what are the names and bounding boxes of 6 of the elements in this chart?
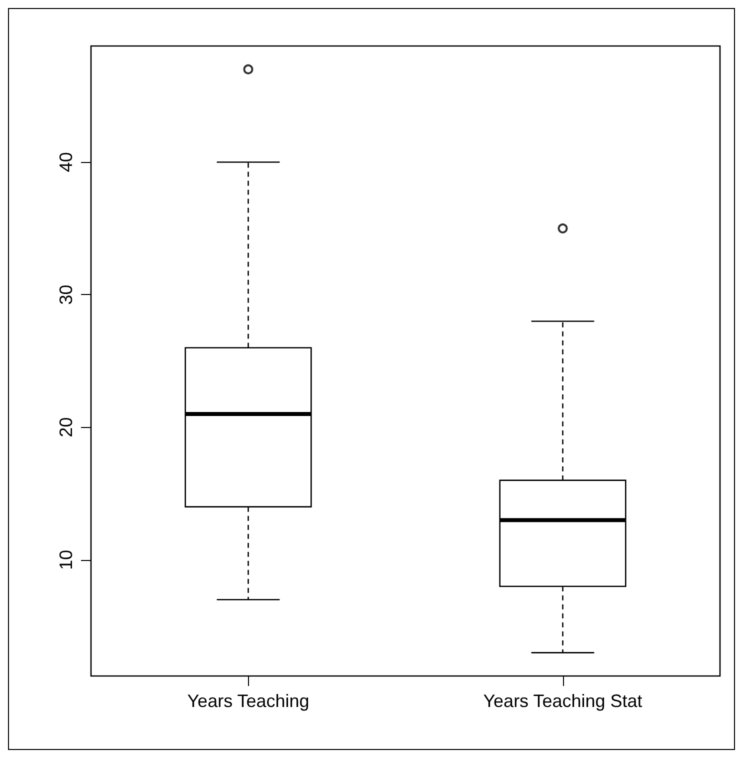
y-tick-label: 10 xyxy=(56,550,76,570)
x-tick-label: Years Teaching xyxy=(187,691,310,711)
y-tick-label: 40 xyxy=(56,152,76,172)
y-tick-label: 30 xyxy=(56,284,76,305)
x-tick-label: Years Teaching Stat xyxy=(483,691,642,711)
y-tick-label: 20 xyxy=(56,417,76,438)
